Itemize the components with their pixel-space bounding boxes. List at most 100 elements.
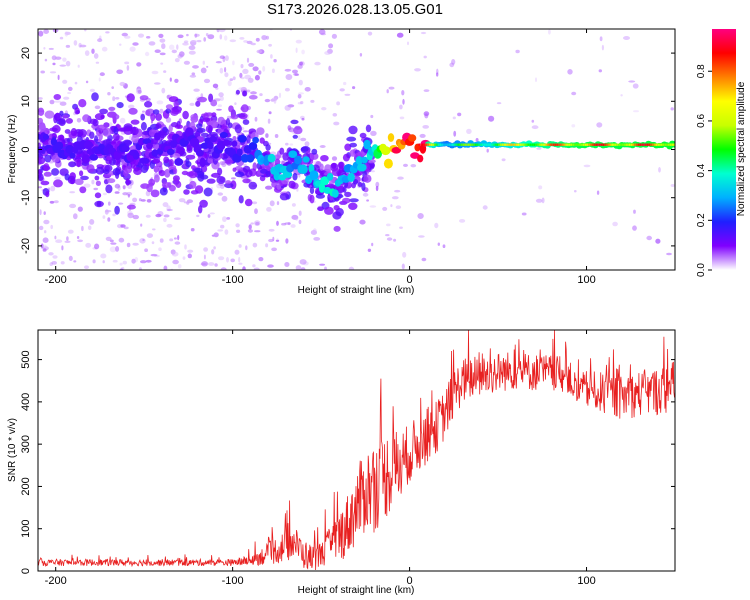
band-mark bbox=[349, 198, 359, 203]
speckle-mark bbox=[324, 266, 327, 270]
ridge-mark bbox=[195, 149, 204, 157]
speckle-mark bbox=[521, 212, 527, 216]
band-mark bbox=[155, 113, 163, 121]
ridge-core-mark bbox=[579, 143, 581, 146]
ridge-mark bbox=[209, 135, 217, 143]
speckle-mark bbox=[132, 197, 138, 203]
ridge-core-mark bbox=[503, 143, 505, 146]
speckle-mark bbox=[83, 183, 91, 188]
ridge-core-mark bbox=[529, 143, 532, 146]
speckle-mark bbox=[598, 69, 602, 73]
band-mark bbox=[202, 117, 211, 123]
band-mark bbox=[265, 185, 273, 190]
ridge-core-mark bbox=[540, 143, 543, 146]
speckle-mark bbox=[222, 216, 227, 223]
speckle-mark bbox=[202, 124, 206, 130]
band-mark bbox=[125, 178, 130, 186]
speckle-mark bbox=[417, 213, 424, 219]
speckle-mark bbox=[117, 202, 124, 205]
ridge-core-mark bbox=[593, 143, 596, 146]
band-mark bbox=[361, 182, 366, 192]
speckle-mark bbox=[184, 244, 187, 250]
speckle-mark bbox=[68, 86, 73, 91]
colorbar-tick-label: 0.4 bbox=[696, 163, 707, 177]
band-mark bbox=[155, 123, 162, 129]
ridge-core-mark bbox=[574, 143, 576, 146]
ridge-core-mark bbox=[432, 143, 435, 146]
speckle-mark bbox=[298, 219, 302, 225]
ridge-core-mark bbox=[611, 143, 613, 146]
speckle-mark bbox=[172, 259, 179, 265]
band-mark bbox=[62, 114, 69, 119]
speckle-mark bbox=[129, 46, 136, 52]
speckle-mark bbox=[319, 263, 326, 266]
ridge-core-mark bbox=[531, 143, 534, 146]
speckle-mark bbox=[459, 219, 466, 223]
band-mark bbox=[232, 136, 237, 141]
ridge-core-mark bbox=[537, 143, 539, 146]
speckle-mark bbox=[386, 237, 393, 241]
band-mark bbox=[194, 167, 203, 173]
speckle-mark bbox=[193, 88, 200, 92]
band-mark bbox=[79, 186, 87, 194]
band-mark bbox=[240, 104, 249, 113]
speckle-mark bbox=[43, 244, 47, 247]
band-mark bbox=[346, 136, 357, 142]
speckle-mark bbox=[275, 239, 280, 242]
speckle-mark bbox=[658, 167, 661, 173]
speckle-mark bbox=[268, 43, 272, 47]
ridge-core-mark bbox=[669, 143, 672, 146]
colorbar-tick-label: 0.2 bbox=[696, 213, 707, 227]
speckle-mark bbox=[423, 89, 430, 92]
speckle-mark bbox=[76, 236, 80, 239]
speckle-mark bbox=[43, 219, 50, 225]
speckle-mark bbox=[73, 213, 78, 220]
colorbar-tick-label: 0.6 bbox=[696, 114, 707, 128]
ridge-core-mark bbox=[436, 143, 438, 146]
ridge-core-mark bbox=[429, 143, 431, 146]
band-mark bbox=[76, 159, 81, 168]
speckle-mark bbox=[218, 183, 225, 186]
speckle-mark bbox=[339, 88, 345, 92]
speckle-mark bbox=[121, 32, 128, 37]
speckle-mark bbox=[247, 229, 253, 233]
speckle-mark bbox=[85, 242, 92, 248]
speckle-mark bbox=[119, 43, 122, 46]
band-mark bbox=[342, 197, 351, 204]
speckle-mark bbox=[501, 158, 506, 162]
speckle-mark bbox=[274, 134, 279, 138]
ridge-mark bbox=[302, 156, 310, 163]
ridge-core-mark bbox=[623, 143, 626, 146]
ridge-mark bbox=[282, 171, 293, 178]
speckle-mark bbox=[238, 256, 241, 263]
ridge-core-mark bbox=[606, 143, 608, 146]
speckle-mark bbox=[252, 264, 256, 268]
band-mark bbox=[290, 119, 299, 125]
ridge-mark bbox=[252, 136, 259, 144]
speckle-mark bbox=[419, 133, 426, 138]
speckle-mark bbox=[89, 88, 95, 92]
band-mark bbox=[53, 179, 63, 188]
ridge-mark bbox=[222, 139, 231, 146]
ridge-core-mark bbox=[478, 143, 481, 146]
ridge-core-mark bbox=[625, 143, 628, 146]
speckle-mark bbox=[276, 201, 280, 206]
ridge-core-mark bbox=[522, 143, 525, 146]
speckle-mark bbox=[234, 102, 237, 105]
speckle-mark bbox=[304, 141, 310, 147]
speckle-mark bbox=[370, 170, 375, 173]
speckle-mark bbox=[91, 48, 95, 54]
speckle-mark bbox=[240, 77, 245, 80]
speckle-mark bbox=[132, 214, 139, 220]
band-mark bbox=[337, 161, 345, 169]
band-mark bbox=[245, 169, 253, 178]
speckle-mark bbox=[571, 124, 576, 128]
ridge-core-mark bbox=[657, 143, 659, 146]
ridge-mark bbox=[142, 138, 152, 145]
speckle-mark bbox=[436, 72, 439, 77]
colorbar: 0.0 0.2 0.4 0.6 0.8 Normalized spectral ampl… bbox=[696, 29, 747, 277]
speckle-mark bbox=[284, 87, 290, 92]
band-mark bbox=[242, 178, 251, 184]
speckle-mark bbox=[655, 238, 661, 244]
band-mark bbox=[309, 186, 315, 195]
